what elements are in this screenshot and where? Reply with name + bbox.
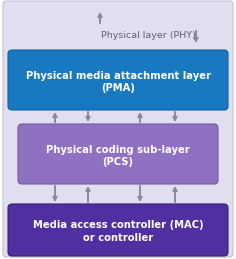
FancyBboxPatch shape — [18, 124, 218, 184]
Text: Physical layer (PHY): Physical layer (PHY) — [101, 31, 195, 40]
Text: Media access controller (MAC): Media access controller (MAC) — [33, 220, 203, 230]
Text: Physical media attachment layer: Physical media attachment layer — [25, 71, 211, 81]
FancyBboxPatch shape — [3, 1, 233, 257]
Text: (PMA): (PMA) — [101, 83, 135, 93]
FancyBboxPatch shape — [8, 50, 228, 110]
FancyBboxPatch shape — [8, 204, 228, 256]
Text: or controller: or controller — [83, 233, 153, 243]
Text: (PCS): (PCS) — [102, 157, 134, 167]
Text: Physical coding sub-layer: Physical coding sub-layer — [46, 145, 190, 155]
